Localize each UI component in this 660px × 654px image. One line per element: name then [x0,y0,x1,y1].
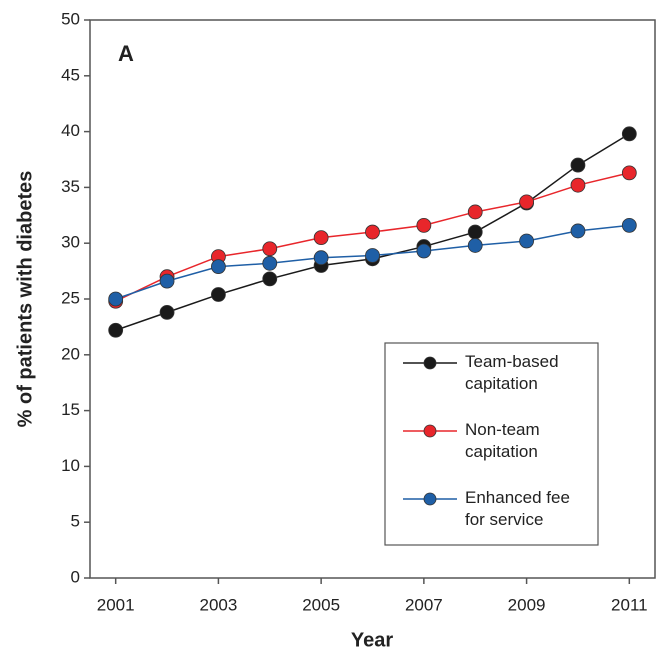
y-tick-label: 20 [61,344,80,363]
data-point [313,250,329,266]
data-point [570,177,586,193]
y-tick-label: 10 [61,456,80,475]
data-point [108,291,124,307]
data-point [416,243,432,259]
y-tick-label: 5 [71,512,80,531]
data-point [262,271,278,287]
data-point [519,233,534,249]
data-point [365,224,380,240]
x-tick-label: 2007 [405,595,443,614]
legend-marker [423,424,437,438]
y-tick-label: 0 [71,567,80,586]
y-tick-label: 25 [61,288,80,307]
y-tick-label: 40 [61,121,80,140]
data-point [416,217,432,233]
data-point [211,259,226,275]
legend-box [384,342,599,546]
data-point [467,224,483,240]
data-point [365,248,380,263]
x-tick-label: 2011 [611,595,648,614]
y-tick-label: 35 [61,177,80,196]
legend-label: Team-based capitation [465,352,559,393]
legend-label: Non-team capitation [465,420,540,461]
x-tick-label: 2009 [508,595,546,614]
data-point [621,165,637,181]
x-tick-label: 2005 [302,595,340,614]
x-axis-label: Year [351,629,393,651]
y-axis-label: % of patients with diabetes [14,171,36,428]
y-tick-label: 30 [61,233,80,252]
data-point [262,255,278,271]
y-tick-label: 50 [61,9,80,28]
data-point [108,322,124,338]
legend-marker [423,356,437,370]
data-point [159,273,175,289]
data-point [313,230,329,246]
panel-label: A [118,41,134,66]
data-point [570,223,586,239]
y-tick-label: 45 [61,65,80,84]
data-point [467,204,483,220]
data-point [570,157,586,173]
legend-marker [423,492,437,506]
data-point [621,126,637,142]
data-point [467,238,483,253]
x-tick-label: 2003 [199,595,237,614]
data-point [159,304,175,320]
x-tick-label: 2001 [97,595,135,614]
data-point [262,241,278,257]
data-point [519,194,534,210]
y-tick-label: 15 [61,400,80,419]
legend-label: Enhanced fee for service [465,488,570,529]
data-point [211,287,226,302]
data-point [621,217,637,233]
